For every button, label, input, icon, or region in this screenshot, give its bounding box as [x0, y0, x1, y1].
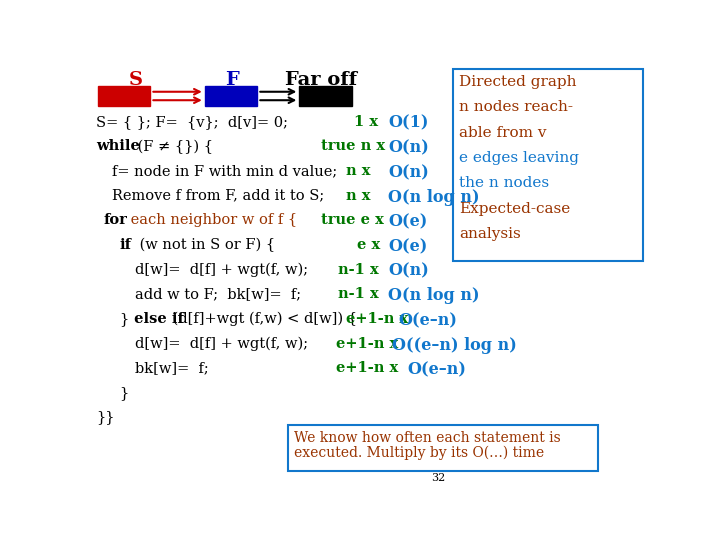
Text: true e x: true e x [321, 213, 384, 227]
Text: O(n): O(n) [388, 139, 429, 157]
Bar [453, 69, 642, 261]
Text: (F ≠ {}) {: (F ≠ {}) { [132, 139, 212, 154]
Bar [287, 425, 598, 471]
Text: O(n): O(n) [388, 262, 429, 280]
Bar [98, 86, 150, 106]
Text: O(n log n): O(n log n) [388, 287, 480, 305]
Text: n-1 x: n-1 x [338, 262, 379, 276]
Text: e+1-n x: e+1-n x [346, 312, 408, 326]
Text: Far off: Far off [284, 71, 356, 89]
Text: O(e): O(e) [388, 238, 428, 255]
Text: }: } [120, 386, 129, 400]
Text: F: F [225, 71, 239, 89]
Text: the n nodes: the n nodes [459, 177, 549, 191]
Text: e edges leaving: e edges leaving [459, 151, 579, 165]
Bar [300, 86, 352, 106]
Text: O(n log n): O(n log n) [388, 189, 480, 206]
Text: d[w]=  d[f] + wgt(f, w);: d[w]= d[f] + wgt(f, w); [135, 262, 308, 277]
Text: Expected-case: Expected-case [459, 202, 570, 216]
Text: n nodes reach-: n nodes reach- [459, 100, 573, 114]
Text: Remove f from F, add it to S;: Remove f from F, add it to S; [112, 189, 324, 202]
Text: }: } [120, 312, 129, 326]
Text: analysis: analysis [459, 227, 521, 241]
Text: true n x: true n x [321, 139, 385, 153]
Text: d[w]=  d[f] + wgt(f, w);: d[w]= d[f] + wgt(f, w); [135, 336, 308, 351]
Text: O(n): O(n) [388, 164, 429, 181]
Text: S= { }; F=  {v};  d[v]= 0;: S= { }; F= {v}; d[v]= 0; [96, 115, 288, 129]
Text: e+1-n x: e+1-n x [336, 336, 399, 350]
Bar [204, 86, 258, 106]
Text: (w not in S or F) {: (w not in S or F) { [135, 238, 275, 252]
Text: S: S [129, 71, 143, 89]
Text: }}: }} [96, 410, 114, 424]
Text: 32: 32 [431, 473, 446, 483]
Text: while: while [96, 139, 140, 153]
Text: O(1): O(1) [388, 115, 428, 132]
Text: able from v: able from v [459, 126, 546, 140]
Text: e x: e x [357, 238, 381, 252]
Text: (d[f]+wgt (f,w) < d[w]) {: (d[f]+wgt (f,w) < d[w]) { [168, 312, 357, 326]
Text: n-1 x: n-1 x [338, 287, 379, 301]
Text: add w to F;  bk[w]=  f;: add w to F; bk[w]= f; [135, 287, 301, 301]
Text: executed. Multiply by its O(…) time: executed. Multiply by its O(…) time [294, 446, 544, 460]
Text: e+1-n x: e+1-n x [336, 361, 399, 375]
Text: for: for [104, 213, 128, 227]
Text: each neighbor w of f {: each neighbor w of f { [127, 213, 297, 227]
Text: O(e): O(e) [388, 213, 428, 231]
Text: bk[w]=  f;: bk[w]= f; [135, 361, 209, 375]
Text: O(e–n): O(e–n) [408, 361, 467, 378]
Text: if: if [120, 238, 132, 252]
Text: Directed graph: Directed graph [459, 75, 577, 89]
Text: O(e–n): O(e–n) [398, 312, 457, 329]
Text: n x: n x [346, 164, 370, 178]
Text: 1 x: 1 x [354, 115, 377, 129]
Text: f= node in F with min d value;: f= node in F with min d value; [112, 164, 337, 178]
Text: else if: else if [129, 312, 184, 326]
Text: O((e–n) log n): O((e–n) log n) [392, 336, 517, 354]
Text: We know how often each statement is: We know how often each statement is [294, 430, 561, 444]
Text: n x: n x [346, 189, 370, 202]
